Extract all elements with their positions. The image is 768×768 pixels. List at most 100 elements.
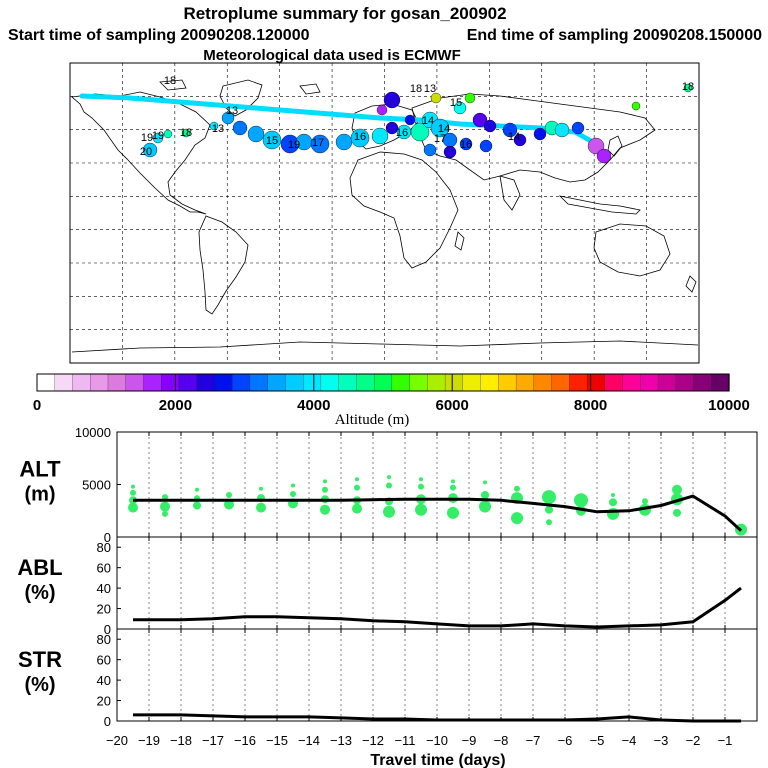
scatter-point bbox=[479, 500, 491, 513]
scatter-point bbox=[545, 505, 553, 514]
y-tick-label: 20 bbox=[97, 602, 111, 617]
x-tick-label: −17 bbox=[202, 733, 224, 748]
colorbar-cell bbox=[373, 373, 393, 392]
x-tick-label: −7 bbox=[526, 733, 541, 748]
coast-africa bbox=[349, 151, 459, 269]
plume-label: 16 bbox=[460, 139, 472, 151]
plume-marker bbox=[479, 139, 493, 153]
plume-marker bbox=[472, 112, 488, 128]
x-tick-label: −3 bbox=[654, 733, 669, 748]
series-line-alt bbox=[133, 494, 743, 532]
plume-marker bbox=[385, 121, 399, 135]
colorbar-cell bbox=[409, 373, 429, 392]
colorbar-cell bbox=[72, 373, 91, 392]
x-axis-label: Travel time (days) bbox=[370, 752, 505, 768]
colorbar-cell bbox=[586, 373, 606, 392]
start-time-label: Start time of sampling 20090208.120000 bbox=[8, 27, 310, 44]
coast-indonesia bbox=[558, 195, 641, 215]
plume-marker bbox=[513, 133, 527, 147]
colorbar-tick-label: 8000 bbox=[574, 397, 607, 414]
x-tick-label: −6 bbox=[558, 733, 573, 748]
x-tick-label: −15 bbox=[266, 733, 288, 748]
colorbar-cell bbox=[604, 373, 624, 392]
colorbar-cell bbox=[498, 373, 517, 392]
altitude-colorbar: 0 2000 4000 6000 8000 10000 Altitude (m) bbox=[33, 373, 750, 428]
scatter-point bbox=[320, 504, 330, 515]
series-line-abl bbox=[133, 586, 742, 629]
panel-alt: 0 5000 10000 ALT(m) bbox=[19, 425, 758, 545]
colorbar-cell bbox=[267, 373, 287, 392]
scatter-point bbox=[642, 498, 648, 505]
coast-arctic-islands bbox=[159, 79, 187, 91]
y-tick-label: 10000 bbox=[75, 425, 111, 440]
scatter-point bbox=[387, 475, 391, 480]
x-tick-label: −16 bbox=[234, 733, 256, 748]
colorbar-cell bbox=[161, 373, 180, 392]
scatter-point bbox=[383, 505, 395, 518]
plume-marker bbox=[459, 137, 473, 151]
colorbar-tick-label: 0 bbox=[33, 397, 41, 414]
plume-marker bbox=[371, 127, 389, 145]
plume-label: 13 bbox=[424, 83, 436, 95]
colorbar-cell bbox=[107, 373, 127, 392]
coast-japan bbox=[607, 135, 623, 157]
coast-svalbard bbox=[299, 83, 321, 95]
x-tick-label: −2 bbox=[686, 733, 701, 748]
plume-label: 14 bbox=[438, 123, 450, 135]
x-tick-label: −1 bbox=[718, 733, 733, 748]
colorbar-cell bbox=[462, 373, 482, 392]
x-tick-label: −9 bbox=[462, 733, 477, 748]
series-line-str bbox=[133, 713, 741, 723]
scatter-point bbox=[481, 491, 489, 499]
colorbar-cell bbox=[569, 373, 588, 392]
scatter-point bbox=[259, 486, 263, 491]
colorbar-cell bbox=[391, 373, 411, 392]
time-series-panels: 0500010000ALT(m)020406080ABL(%)020406080… bbox=[17, 425, 758, 748]
plume-marker bbox=[554, 122, 570, 138]
colorbar-cell bbox=[214, 373, 233, 392]
x-tick-label: −5 bbox=[590, 733, 605, 748]
plume-label: 18 bbox=[410, 83, 422, 95]
plume-marker bbox=[404, 114, 416, 126]
colorbar-cell bbox=[356, 373, 375, 392]
plume-label: 17 bbox=[312, 137, 324, 149]
colorbar-cell bbox=[125, 373, 145, 392]
plume-marker bbox=[262, 130, 282, 150]
plume-marker bbox=[464, 92, 476, 104]
y-tick-label: 0 bbox=[104, 622, 111, 637]
plume-marker bbox=[383, 91, 401, 109]
plume-marker bbox=[410, 122, 430, 142]
plume-marker bbox=[423, 143, 437, 157]
plume-label: 15 bbox=[450, 97, 462, 109]
colorbar-tick-label: 4000 bbox=[297, 397, 330, 414]
scatter-point bbox=[323, 479, 327, 484]
scatter-point bbox=[450, 484, 456, 491]
colorbar-tick-label: 6000 bbox=[436, 397, 469, 414]
x-tick-label: −20 bbox=[106, 733, 128, 748]
y-axis-unit-alt: (m) bbox=[24, 484, 55, 506]
colorbar-cell bbox=[515, 373, 535, 392]
x-tick-label: −19 bbox=[138, 733, 160, 748]
plume-marker bbox=[335, 133, 353, 151]
y-axis-label-abl: ABL bbox=[17, 555, 62, 580]
coast-new-zealand bbox=[685, 275, 697, 293]
y-axis-label-alt: ALT bbox=[19, 457, 61, 482]
plume-markers bbox=[142, 83, 693, 164]
y-tick-label: 5000 bbox=[82, 478, 111, 493]
scatter-point bbox=[162, 510, 168, 517]
x-tick-label: −10 bbox=[426, 733, 448, 748]
plume-marker bbox=[350, 128, 370, 148]
panel-abl: 0 20 40 60 80 ABL(%) bbox=[17, 536, 758, 637]
scatter-point bbox=[322, 486, 328, 493]
scatter-point bbox=[514, 485, 520, 492]
colorbar-cell bbox=[622, 373, 641, 392]
scatter-point bbox=[131, 484, 135, 489]
plume-marker bbox=[430, 118, 450, 138]
plume-marker bbox=[453, 101, 467, 115]
y-tick-label: 60 bbox=[97, 653, 111, 668]
scatter-point bbox=[673, 508, 681, 517]
scatter-point bbox=[130, 489, 136, 496]
